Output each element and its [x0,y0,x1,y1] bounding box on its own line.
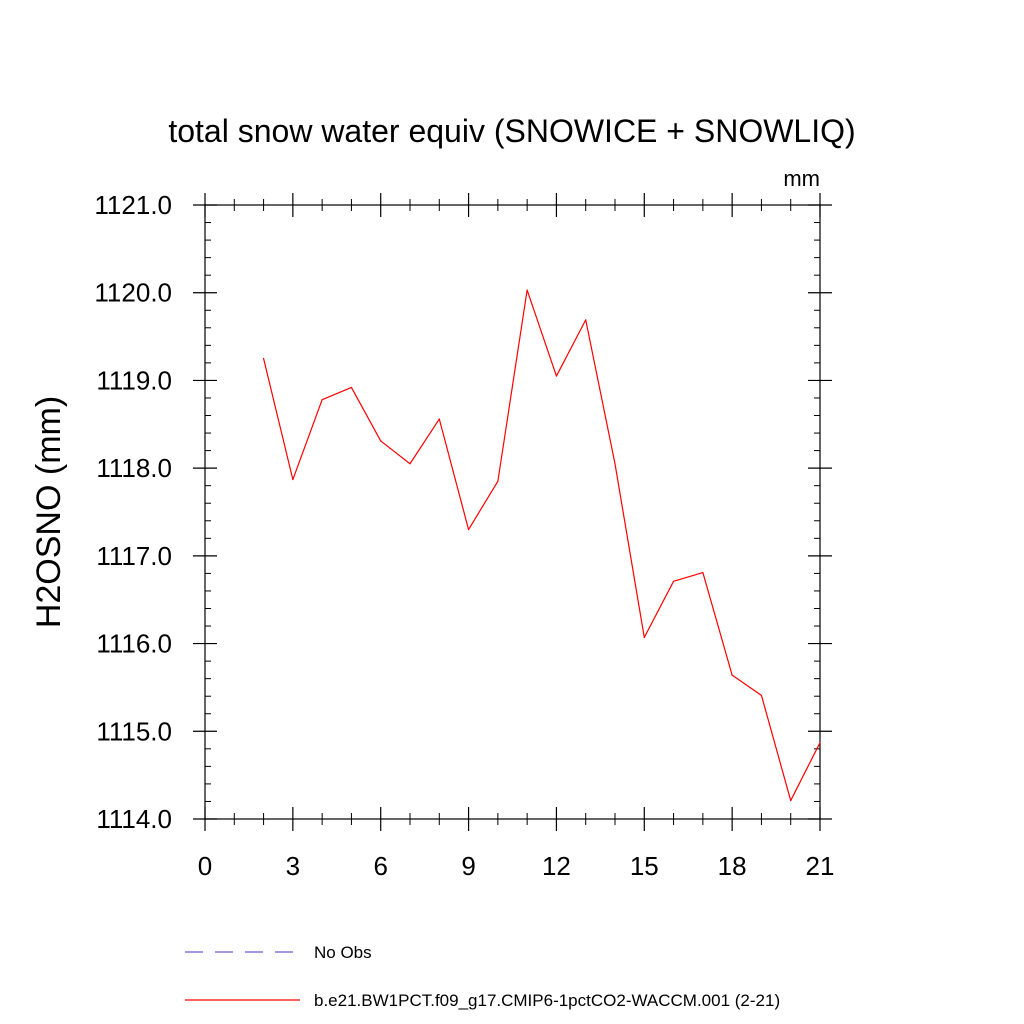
x-tick-label: 6 [373,851,387,881]
series-segment [672,571,704,582]
x-tick-label: 12 [542,851,571,881]
series-segment [321,386,353,401]
series-segment [380,440,411,465]
series-segment [731,674,763,696]
series-segment [497,289,528,482]
series-segment [262,357,294,481]
minor-ticks [205,199,820,825]
series-segment [760,694,792,802]
y-axis-label: H2OSNO (mm) [30,396,68,628]
series-segment [350,386,382,442]
x-tick-label: 0 [198,851,212,881]
y-tick-label: 1116.0 [96,629,172,659]
series-segment [409,418,440,465]
series-segment [790,742,821,802]
y-tick-label: 1121.0 [94,190,172,220]
y-tick-labels: 1114.0 1115.0 1116.0 1117.0 1118.0 1119.0 1120… [94,190,172,834]
legend: No Obs b.e21.BW1PCT.f09_g17.CMIP6-1pctCO2… [185,943,780,1010]
series-segment [614,463,645,639]
series-group [262,289,821,802]
x-tick-label: 3 [286,851,300,881]
series-segment [643,580,675,639]
y-tick-label: 1114.0 [96,804,172,834]
series-segment [292,399,323,481]
series-segment [702,571,733,676]
x-tick-labels: 0 3 6 9 12 15 18 21 [198,851,835,881]
x-tick-label: 21 [806,851,835,881]
units-label: mm [783,166,820,191]
legend-label: No Obs [314,943,372,962]
x-tick-label: 18 [718,851,747,881]
y-tick-label: 1119.0 [96,365,172,395]
series-segment [555,319,587,377]
chart-title: total snow water equiv (SNOWICE + SNOWLI… [168,113,855,149]
legend-label: b.e21.BW1PCT.f09_g17.CMIP6-1pctCO2-WACCM… [314,991,780,1010]
series-segment [585,319,616,465]
x-tick-label: 15 [630,851,659,881]
x-tick-label: 9 [461,851,475,881]
plot-frame [204,204,821,820]
series-segment [438,418,470,531]
y-tick-label: 1115.0 [96,716,172,746]
y-tick-label: 1118.0 [96,453,172,483]
y-tick-label: 1120.0 [94,278,172,308]
series-segment [467,480,499,531]
major-ticks [193,193,832,831]
y-tick-label: 1117.0 [96,541,172,571]
series-segment [526,289,558,377]
